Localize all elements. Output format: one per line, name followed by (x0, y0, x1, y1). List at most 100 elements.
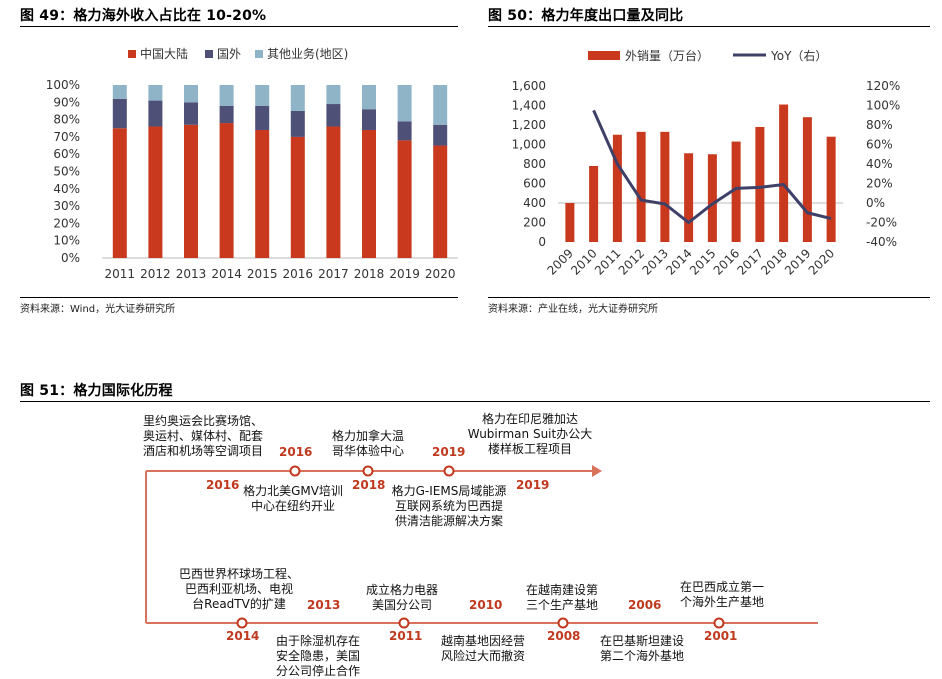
year-2011: 2011 (389, 629, 423, 643)
bar-2018-series0 (362, 129, 376, 258)
x-tick-label: 2011 (105, 267, 136, 281)
y-tick-label: 50% (53, 165, 80, 179)
fig50-title-rule (488, 26, 930, 27)
x-tick-label: 2012 (616, 246, 647, 277)
bar-2013-series1 (184, 102, 198, 125)
year-2010: 2010 (469, 598, 503, 612)
legend-swatch (128, 50, 136, 58)
y-tick-label: 10% (53, 234, 80, 248)
bar-2019 (802, 117, 812, 242)
y-tick-label: 70% (53, 130, 80, 144)
fig50-bottom-rule (488, 297, 930, 298)
year-2008: 2008 (547, 629, 581, 643)
y-right-tick-label: 100% (866, 99, 900, 113)
bar-2012-series0 (148, 126, 163, 259)
y-right-tick-label: 60% (866, 138, 893, 152)
y-tick-label: 60% (53, 147, 80, 161)
y-right-tick-label: 0% (866, 196, 885, 210)
legend-label-line: YoY（右） (770, 48, 827, 63)
bar-2020-series0 (433, 145, 448, 258)
y-left-tick-label: 1,600 (512, 79, 546, 93)
y-tick-label: 0% (61, 251, 80, 265)
x-tick-label: 2014 (663, 246, 694, 277)
event-dehumidifier: 由于除湿机存在 安全隐患，美国 分公司停止合作 (276, 634, 361, 678)
timeline-dot-2014 (236, 617, 248, 629)
fig51-title: 图 51：格力国际化历程 (20, 383, 173, 399)
bar-2012 (636, 131, 646, 242)
bar-2012-series1 (148, 100, 163, 127)
year-2016: 2016 (206, 478, 240, 492)
x-tick-label: 2017 (734, 246, 765, 277)
bar-2015-series1 (255, 105, 270, 130)
event-g-iems: 格力G-IEMS局域能源 互联网系统为巴西提 供清洁能源解决方案 (391, 484, 507, 528)
y-tick-label: 30% (53, 199, 80, 213)
bar-2014-series2 (219, 85, 234, 106)
fig49-chart: 0% 10% 20% 30% 40% 50% 60% 70% 80% 90% 100% 中国大陆 国外 其… (46, 46, 458, 281)
legend-label: 其他业务(地区) (267, 46, 348, 61)
y-left-tick-label: 1,000 (512, 138, 546, 152)
legend-label: 中国大陆 (140, 46, 188, 61)
x-tick-label: 2012 (140, 267, 171, 281)
x-tick-label: 2016 (711, 246, 742, 277)
fig50-chart: 0 200 400 600 800 1,000 1,200 1,400 1,600 -40% -20… (512, 48, 901, 278)
bar-2013-series0 (184, 124, 198, 258)
x-tick-label: 2010 (568, 246, 599, 277)
bar-2017-series1 (326, 104, 341, 127)
timeline-dot-2001 (713, 617, 725, 629)
y-tick-label: 90% (53, 95, 80, 109)
bar-2014-series1 (219, 105, 234, 124)
y-left-tick-label: 1,400 (512, 99, 546, 113)
bar-2017-series2 (326, 85, 341, 105)
event-rio-olympics: 里约奥运会比赛场馆、 奥运村、媒体村、配套 酒店和机场等空调项目 (143, 414, 264, 458)
event-brazil-worldcup: 巴西世界杯球场工程、 巴西利亚机场、电视 台ReadTV的扩建 (178, 567, 299, 611)
event-vietnam-3rd: 在越南建设第 三个生产基地 (525, 583, 598, 612)
x-tick-label: 2020 (806, 246, 837, 277)
x-tick-label: 2015 (247, 267, 278, 281)
y-right-tick-label: -40% (866, 235, 897, 249)
bar-2013 (660, 131, 670, 242)
y-left-tick-label: 200 (523, 216, 546, 230)
bar-2015-series2 (255, 85, 270, 106)
fig49-bottom-rule (20, 297, 458, 298)
x-tick-label: 2013 (176, 267, 207, 281)
timeline-dot-2011 (398, 617, 410, 629)
bar-2011-series2 (112, 85, 127, 99)
bar-2014-series0 (219, 123, 234, 258)
x-tick-label: 2019 (389, 267, 420, 281)
bar-2016 (731, 141, 741, 242)
legend-swatch (255, 50, 263, 58)
bar-2018 (779, 104, 789, 243)
bar-2020-series1 (433, 124, 448, 146)
x-tick-label: 2016 (283, 267, 314, 281)
timeline-arrow-head (592, 465, 602, 477)
legend-swatch-bar (588, 51, 620, 60)
event-jakarta: 格力在印尼雅加达 Wubirman Suit办公大 楼样板工程项目 (467, 412, 593, 456)
bar-2011-series1 (112, 98, 127, 129)
bar-2016-series0 (290, 136, 305, 258)
y-left-tick-label: 1,200 (512, 118, 546, 132)
y-right-tick-label: -20% (866, 216, 897, 230)
y-left-tick-label: 800 (523, 157, 546, 171)
x-tick-label: 2011 (592, 246, 623, 277)
bar-2019-series1 (397, 121, 412, 141)
x-tick-label: 2018 (354, 267, 385, 281)
bar-2016-series1 (290, 110, 305, 137)
fig50-source: 资料来源：产业在线，光大证券研究所 (488, 304, 658, 315)
event-vancouver: 格力加拿大温 哥华体验中心 (331, 429, 404, 458)
bar-2012-series2 (148, 85, 163, 101)
bar-2010 (589, 165, 599, 242)
x-tick-label: 2020 (425, 267, 456, 281)
bar-2011 (612, 134, 622, 242)
y-right-tick-label: 40% (866, 157, 893, 171)
event-brazil-first-base: 在巴西成立第一 个海外生产基地 (679, 580, 764, 609)
event-us-branch: 成立格力电器 美国分公司 (365, 583, 438, 612)
y-right-tick-label: 80% (866, 118, 893, 132)
bar-2017 (755, 126, 765, 242)
timeline-dot-2016 (289, 465, 301, 477)
bar-2016-series2 (290, 85, 305, 111)
bar-2020 (826, 136, 836, 242)
bar-2019-series0 (397, 140, 412, 258)
bar-2018-series1 (362, 109, 376, 130)
legend-swatch (205, 50, 213, 58)
year-2014: 2014 (226, 629, 260, 643)
